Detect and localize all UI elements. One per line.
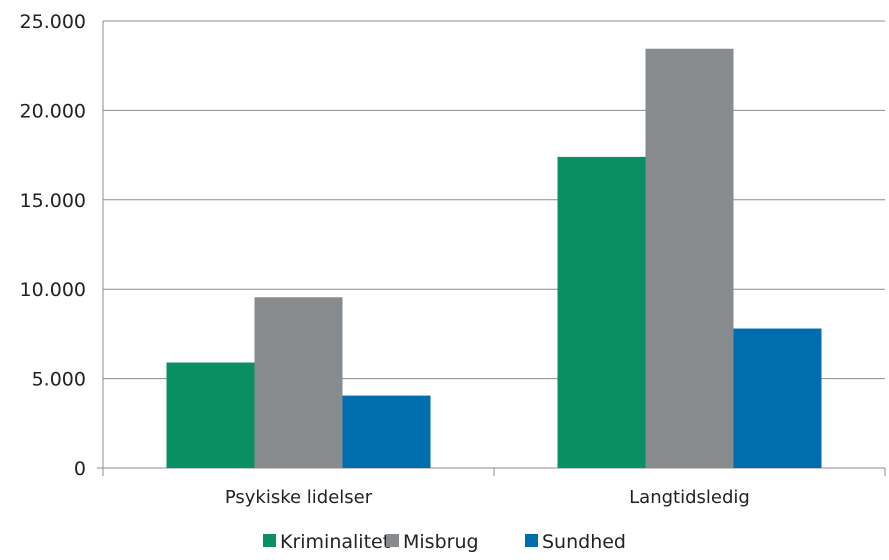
legend-swatch-kriminalitet bbox=[263, 534, 276, 547]
y-tick-label: 5.000 bbox=[32, 369, 86, 391]
bar-misbrug-0 bbox=[254, 297, 343, 468]
legend-label-kriminalitet: Kriminalitet bbox=[280, 531, 390, 553]
x-category-label: Langtidsledig bbox=[629, 487, 750, 508]
y-tick-label: 10.000 bbox=[20, 279, 86, 301]
legend-label-misbrug: Misbrug bbox=[403, 531, 479, 553]
y-tick-label: 25.000 bbox=[20, 11, 86, 33]
y-tick-label: 20.000 bbox=[20, 100, 86, 122]
y-tick-label: 15.000 bbox=[20, 190, 86, 212]
y-tick-label: 0 bbox=[74, 458, 86, 480]
bar-sundhed-0 bbox=[342, 395, 431, 468]
legend-swatch-sundhed bbox=[525, 534, 538, 547]
bar-kriminalitet-0 bbox=[166, 362, 255, 468]
bar-sundhed-1 bbox=[733, 328, 822, 468]
legend-label-sundhed: Sundhed bbox=[542, 531, 626, 553]
x-category-label: Psykiske lidelser bbox=[225, 487, 373, 508]
bar-kriminalitet-1 bbox=[557, 156, 646, 468]
legend-swatch-misbrug bbox=[386, 534, 399, 547]
bar-misbrug-1 bbox=[645, 48, 734, 469]
